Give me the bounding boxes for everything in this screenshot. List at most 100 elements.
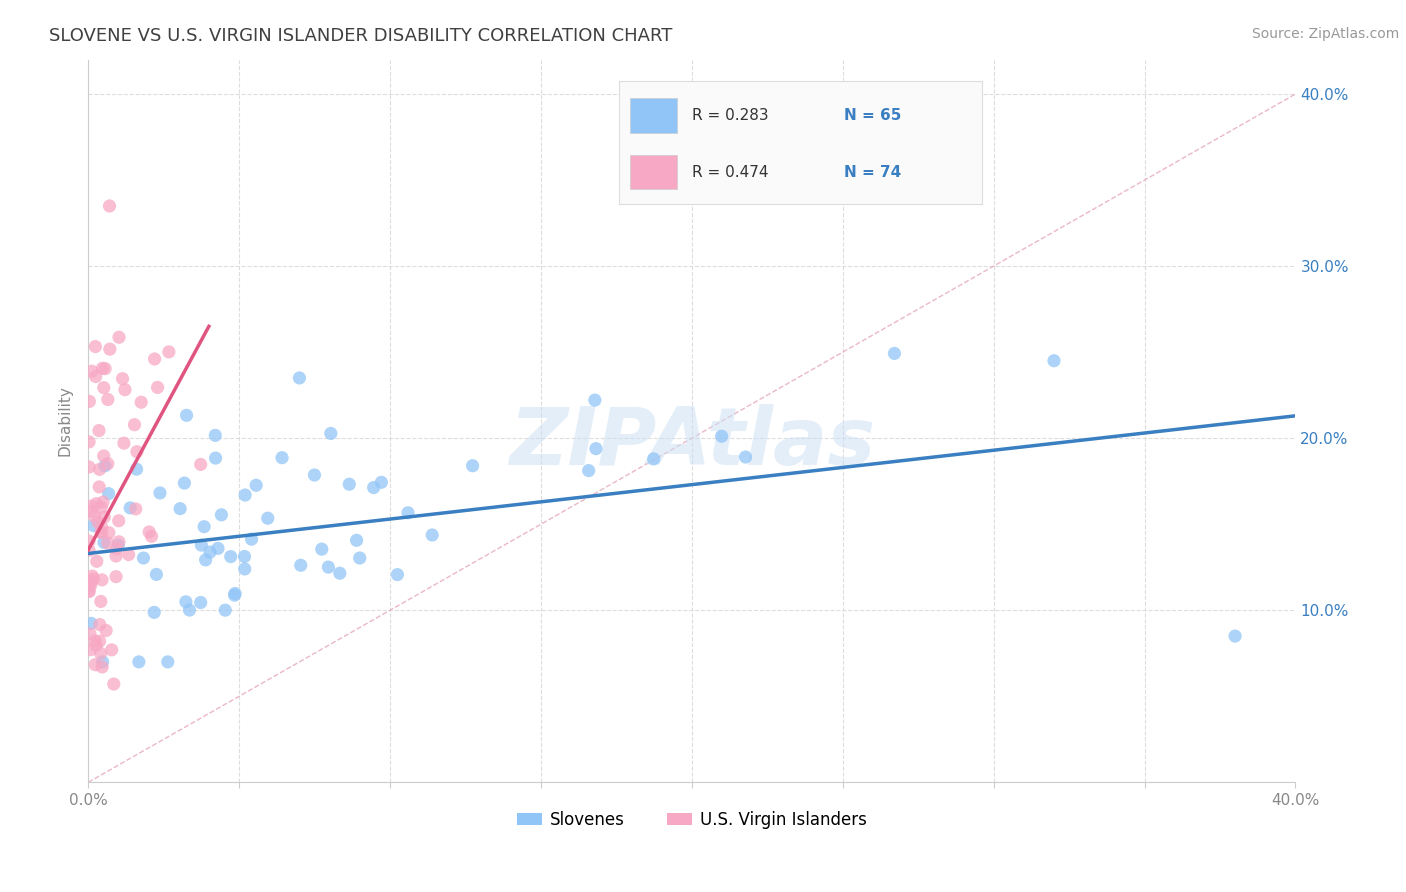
Point bbox=[82, 569, 104, 583]
Point bbox=[80, 642, 103, 657]
Point bbox=[84, 340, 107, 354]
Point bbox=[97, 486, 120, 500]
Point bbox=[311, 542, 333, 557]
Point bbox=[169, 501, 191, 516]
Point bbox=[329, 566, 352, 581]
Point bbox=[585, 442, 607, 456]
Point bbox=[93, 381, 115, 395]
Point bbox=[89, 480, 111, 494]
Point bbox=[108, 534, 131, 549]
Point bbox=[117, 548, 139, 562]
Point bbox=[97, 392, 120, 407]
Point bbox=[173, 476, 195, 491]
Text: Source: ZipAtlas.com: Source: ZipAtlas.com bbox=[1251, 27, 1399, 41]
Point bbox=[1043, 353, 1066, 368]
Point bbox=[290, 558, 312, 573]
Point bbox=[190, 538, 212, 552]
Point bbox=[77, 460, 100, 475]
Point bbox=[132, 551, 155, 566]
Point bbox=[94, 458, 117, 473]
Point bbox=[420, 528, 443, 542]
Point bbox=[125, 462, 148, 476]
Point bbox=[233, 488, 256, 502]
Point bbox=[734, 450, 756, 464]
Point bbox=[143, 351, 166, 366]
Point bbox=[91, 573, 114, 587]
Point bbox=[396, 506, 419, 520]
Point bbox=[103, 677, 125, 691]
Point bbox=[86, 497, 108, 511]
Point bbox=[363, 481, 385, 495]
Point bbox=[105, 569, 128, 583]
Point bbox=[240, 532, 263, 546]
Point bbox=[204, 451, 226, 466]
Point bbox=[111, 372, 134, 386]
Point bbox=[304, 468, 326, 483]
Point bbox=[84, 369, 107, 384]
Point bbox=[77, 434, 100, 449]
Point bbox=[710, 429, 733, 443]
Point bbox=[80, 499, 103, 513]
Point bbox=[141, 529, 163, 543]
Point bbox=[77, 584, 100, 599]
Point bbox=[143, 606, 166, 620]
Point bbox=[224, 586, 246, 600]
Point bbox=[93, 535, 115, 549]
Point bbox=[84, 638, 107, 652]
Point bbox=[97, 457, 120, 471]
Point bbox=[1223, 629, 1246, 643]
Point bbox=[124, 417, 146, 432]
Point bbox=[90, 520, 112, 534]
Point bbox=[77, 583, 100, 598]
Point bbox=[90, 500, 112, 515]
Point bbox=[80, 616, 103, 631]
Point bbox=[91, 660, 114, 674]
Point bbox=[207, 541, 229, 556]
Point bbox=[643, 451, 665, 466]
Point bbox=[370, 475, 392, 490]
Point bbox=[87, 424, 110, 438]
Point bbox=[93, 510, 115, 524]
Point bbox=[176, 409, 198, 423]
Point bbox=[190, 458, 212, 472]
Point bbox=[125, 502, 148, 516]
Point bbox=[98, 199, 121, 213]
Point bbox=[91, 361, 114, 376]
Point bbox=[97, 536, 120, 550]
Text: SLOVENE VS U.S. VIRGIN ISLANDER DISABILITY CORRELATION CHART: SLOVENE VS U.S. VIRGIN ISLANDER DISABILI… bbox=[49, 27, 672, 45]
Point bbox=[94, 361, 117, 376]
Point bbox=[94, 624, 117, 638]
Point bbox=[138, 524, 160, 539]
Point bbox=[578, 464, 600, 478]
Point bbox=[233, 562, 256, 576]
Point bbox=[190, 595, 212, 609]
Point bbox=[77, 543, 100, 558]
Point bbox=[271, 450, 294, 465]
Point bbox=[105, 549, 128, 563]
Point bbox=[209, 508, 232, 522]
Point bbox=[204, 428, 226, 442]
Point bbox=[80, 578, 103, 592]
Point bbox=[233, 549, 256, 564]
Point bbox=[80, 364, 103, 378]
Point bbox=[128, 655, 150, 669]
Point bbox=[224, 588, 246, 602]
Point bbox=[198, 545, 221, 559]
Point bbox=[91, 655, 114, 669]
Point bbox=[90, 594, 112, 608]
Point bbox=[83, 509, 105, 524]
Point bbox=[219, 549, 242, 564]
Point bbox=[337, 477, 360, 491]
Point bbox=[100, 643, 122, 657]
Point bbox=[89, 462, 111, 476]
Point bbox=[129, 395, 152, 409]
Point bbox=[193, 519, 215, 533]
Point bbox=[90, 525, 112, 540]
Point bbox=[105, 541, 128, 556]
Point bbox=[107, 538, 129, 552]
Point bbox=[461, 458, 484, 473]
Point bbox=[82, 518, 104, 533]
Point bbox=[80, 504, 103, 518]
Point bbox=[318, 560, 340, 574]
Point bbox=[77, 534, 100, 549]
